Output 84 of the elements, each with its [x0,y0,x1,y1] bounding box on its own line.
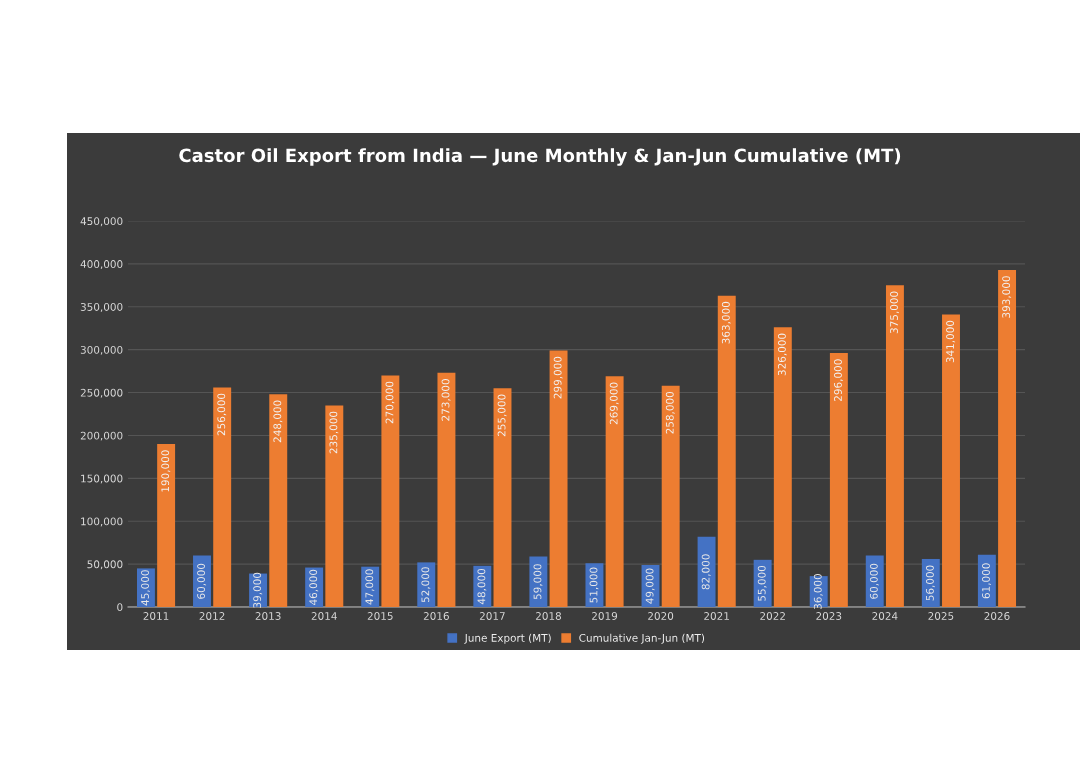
data-label: 296,000 [834,359,843,401]
data-label: 326,000 [777,333,787,376]
bar [753,559,772,607]
x-tick-label: 2013 [255,612,281,620]
x-tick-label: 2014 [311,612,337,620]
y-tick-label: 250,000 [80,388,123,398]
bar [885,285,904,607]
bar [549,350,568,607]
bar [213,387,232,607]
bar [829,353,848,607]
data-label: 45,000 [141,570,151,606]
data-label: 56,000 [925,565,935,601]
bar [325,405,344,607]
data-label: 363,000 [721,301,731,344]
x-tick-label: 2023 [816,612,842,620]
x-tick-label: 2016 [423,612,449,620]
bar [697,536,716,607]
y-tick-label: 450,000 [80,217,123,227]
data-label: 51,000 [589,567,599,603]
data-label: 52,000 [421,567,431,603]
data-label: 47,000 [365,569,375,605]
bar [493,388,512,607]
chart-title: Castor Oil Export from India — June Monthly & Jan-Jun Cumulative (MT) [179,148,901,166]
bar [529,556,548,607]
x-tick-label: 2020 [648,612,674,620]
data-label: 256,000 [217,393,227,436]
data-label: 82,000 [701,554,711,590]
bar [605,376,624,607]
y-tick-label: 0 [117,603,123,612]
bar [417,562,436,607]
data-label: 341,000 [946,320,956,363]
bar [381,375,400,607]
x-tick-label: 2018 [535,612,562,620]
data-label: 248,000 [273,400,283,443]
y-tick-label: 150,000 [81,474,123,484]
data-label: 61,000 [982,563,991,599]
y-tick-label: 50,000 [87,560,123,570]
y-tick-label: 200,000 [80,431,123,441]
x-tick-label: 2017 [479,612,505,620]
x-tick-label: 2021 [704,612,729,620]
bar [998,269,1017,607]
data-label: 270,000 [385,381,395,424]
data-label: 60,000 [197,563,207,599]
x-tick-label: 2019 [592,612,618,620]
bar [717,295,736,607]
x-tick-label: 2026 [984,612,1010,620]
data-label: 375,000 [890,291,900,334]
bar [661,385,680,607]
y-tick-label: 350,000 [80,303,123,312]
data-label: 393,000 [1002,276,1012,318]
data-label: 269,000 [609,382,619,425]
legend-label: June Export (MT) [464,633,551,644]
x-tick-label: 2012 [199,612,225,620]
bar [437,372,456,607]
bar [585,563,604,607]
bar [773,327,792,607]
data-label: 60,000 [869,563,879,599]
bar [921,558,940,607]
bar [977,554,996,607]
data-label: 46,000 [309,569,319,605]
legend-label: Cumulative Jan-Jun (MT) [579,633,705,644]
x-tick-label: 2022 [760,612,785,620]
data-label: 59,000 [533,564,543,600]
data-label: 255,000 [497,394,507,437]
data-label: 190,000 [161,450,171,492]
y-tick-label: 300,000 [80,345,123,355]
y-tick-label: 100,000 [81,517,123,527]
bar [942,314,960,607]
data-label: 36,000 [813,574,823,609]
x-tick-label: 2024 [872,612,898,620]
data-label: 235,000 [329,411,339,454]
data-label: 48,000 [477,568,487,605]
bar [157,444,176,607]
data-label: 39,000 [253,572,263,608]
bar [269,394,288,607]
data-label: 49,000 [645,568,655,604]
y-tick-label: 400,000 [80,260,123,270]
data-label: 273,000 [441,379,451,421]
data-label: 55,000 [757,565,767,601]
x-tick-label: 2011 [143,612,169,620]
data-label: 299,000 [553,356,563,399]
x-tick-label: 2025 [928,612,954,620]
x-tick-label: 2015 [367,612,393,620]
data-label: 258,000 [665,391,675,434]
